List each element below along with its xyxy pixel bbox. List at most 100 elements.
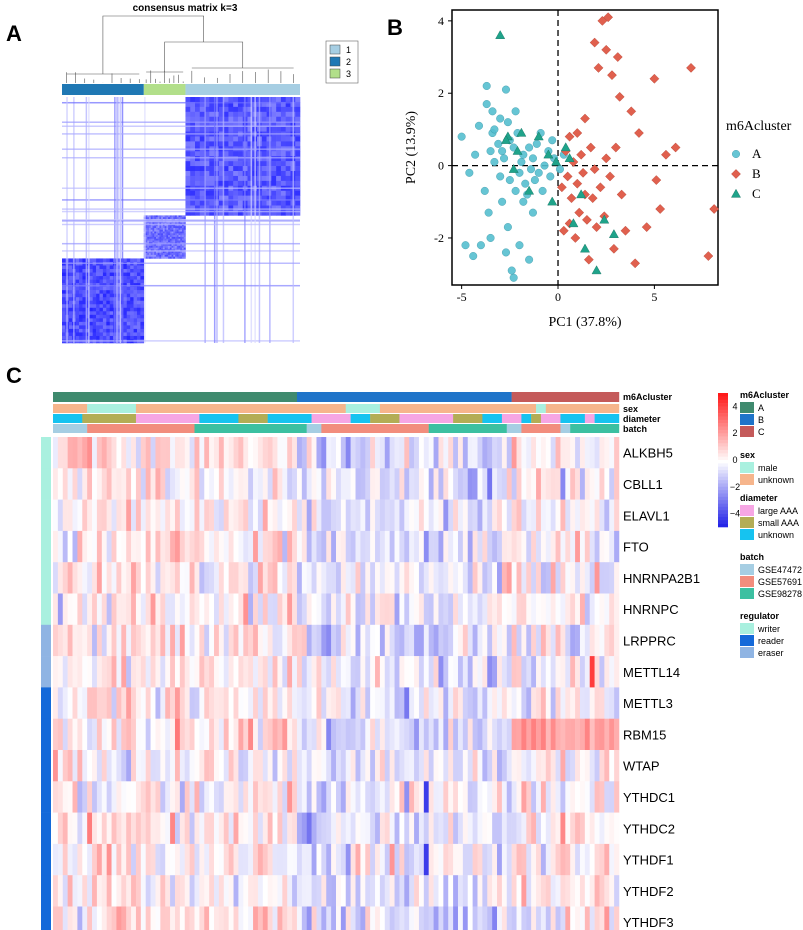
- matrix-cell: [280, 97, 286, 103]
- heatmap-cell: [72, 687, 78, 719]
- heatmap-cell: [511, 906, 517, 930]
- matrix-cell: [195, 170, 201, 177]
- heatmap-cell: [96, 468, 103, 500]
- heatmap-cell: [472, 718, 478, 751]
- heatmap-cell: [340, 562, 347, 594]
- heatmap-cell: [467, 437, 473, 469]
- pca-legend-label-A: A: [752, 146, 762, 161]
- heatmap-cell: [272, 562, 278, 594]
- matrix-cell: [164, 256, 167, 259]
- annotation-diameter-unknown: [350, 414, 371, 423]
- heatmap-cell: [599, 781, 605, 813]
- matrix-cell: [237, 111, 244, 118]
- matrix-cell: [247, 166, 253, 172]
- heatmap-row-HNRNPC: [53, 593, 620, 626]
- heatmap-cell: [72, 750, 78, 782]
- heatmap-cell: [189, 499, 195, 532]
- heatmap-cell: [170, 437, 176, 469]
- heatmap-cell: [394, 812, 400, 845]
- heatmap-cell: [394, 530, 400, 563]
- heatmap-cell: [365, 530, 371, 563]
- heatmap-cell: [340, 750, 347, 782]
- matrix-cell: [168, 227, 171, 231]
- pca-point-B: [609, 243, 619, 254]
- heatmap-cell: [126, 718, 132, 751]
- color-scale-segment: [718, 416, 728, 421]
- heatmap-cell: [121, 812, 127, 845]
- heatmap-cell: [497, 437, 503, 469]
- annotation-batch-GSE57691: [87, 424, 195, 433]
- matrix-cell: [68, 293, 73, 298]
- heatmap-cell: [150, 875, 156, 907]
- matrix-cell: [96, 297, 100, 302]
- heatmap-cell: [116, 624, 122, 657]
- matrix-cell: [199, 205, 205, 211]
- heatmap-cell: [272, 468, 278, 500]
- pca-point-B: [614, 91, 625, 102]
- heatmap-cell: [150, 906, 156, 930]
- matrix-cell: [295, 190, 301, 196]
- pca-point-A: [519, 197, 528, 206]
- heatmap-cell: [218, 812, 225, 845]
- matrix-cell: [175, 222, 178, 225]
- heatmap-cell: [248, 624, 254, 657]
- matrix-cell: [169, 253, 172, 256]
- matrix-cell: [123, 321, 128, 326]
- heatmap-cell: [394, 718, 400, 751]
- heatmap-cell: [165, 530, 171, 563]
- matrix-cell: [195, 190, 201, 196]
- matrix-cell: [157, 217, 160, 220]
- heatmap-cell: [233, 718, 239, 751]
- legend-label-regulator-writer: writer: [757, 624, 780, 634]
- matrix-cell: [99, 307, 104, 312]
- heatmap-cell: [433, 656, 439, 688]
- heatmap-cell: [589, 499, 595, 532]
- matrix-cell: [185, 180, 191, 187]
- heatmap-cell: [579, 656, 586, 688]
- annotation-diameter-unknown: [53, 414, 83, 423]
- heatmap-cell: [482, 843, 488, 876]
- heatmap-cell: [253, 437, 259, 469]
- matrix-cell: [228, 190, 234, 196]
- heatmap-cell: [404, 843, 410, 876]
- heatmap-cell: [414, 593, 420, 626]
- matrix-cell: [109, 290, 114, 294]
- heatmap-cell: [292, 499, 298, 532]
- heatmap-cell: [67, 530, 73, 563]
- heatmap-cell: [238, 781, 244, 813]
- heatmap-cell: [457, 530, 464, 563]
- heatmap-cell: [340, 530, 347, 563]
- heatmap-cell: [82, 906, 88, 930]
- heatmap-cell: [165, 843, 171, 876]
- matrix-cell: [195, 195, 201, 201]
- heatmap-cell: [233, 812, 239, 845]
- heatmap-cell: [492, 750, 498, 782]
- heatmap-cell: [336, 906, 342, 930]
- heatmap-cell: [477, 906, 483, 930]
- heatmap-cell: [179, 499, 185, 532]
- heatmap-cell: [179, 468, 185, 500]
- heatmap-cell: [506, 687, 512, 719]
- heatmap-cell: [336, 499, 342, 532]
- matrix-cell: [183, 236, 186, 240]
- matrix-cell: [149, 233, 152, 236]
- heatmap-cell: [287, 530, 293, 563]
- heatmap-cell: [584, 875, 590, 907]
- heatmap-cell: [223, 593, 229, 626]
- heatmap-cell: [404, 906, 410, 930]
- matrix-cell: [178, 231, 181, 234]
- heatmap-cell: [135, 687, 142, 719]
- heatmap-cell: [106, 750, 112, 782]
- heatmap-cell: [409, 781, 415, 813]
- pca-point-B: [566, 193, 577, 204]
- matrix-cell: [180, 231, 183, 234]
- matrix-cell: [155, 233, 158, 236]
- heatmap-cell: [228, 468, 234, 500]
- heatmap-cell: [204, 812, 210, 845]
- heatmap-cell: [57, 530, 64, 563]
- matrix-cell: [168, 215, 171, 218]
- heatmap-cell: [272, 750, 278, 782]
- heatmap-cell: [462, 656, 468, 688]
- matrix-cell: [271, 97, 277, 103]
- matrix-cell: [150, 224, 153, 227]
